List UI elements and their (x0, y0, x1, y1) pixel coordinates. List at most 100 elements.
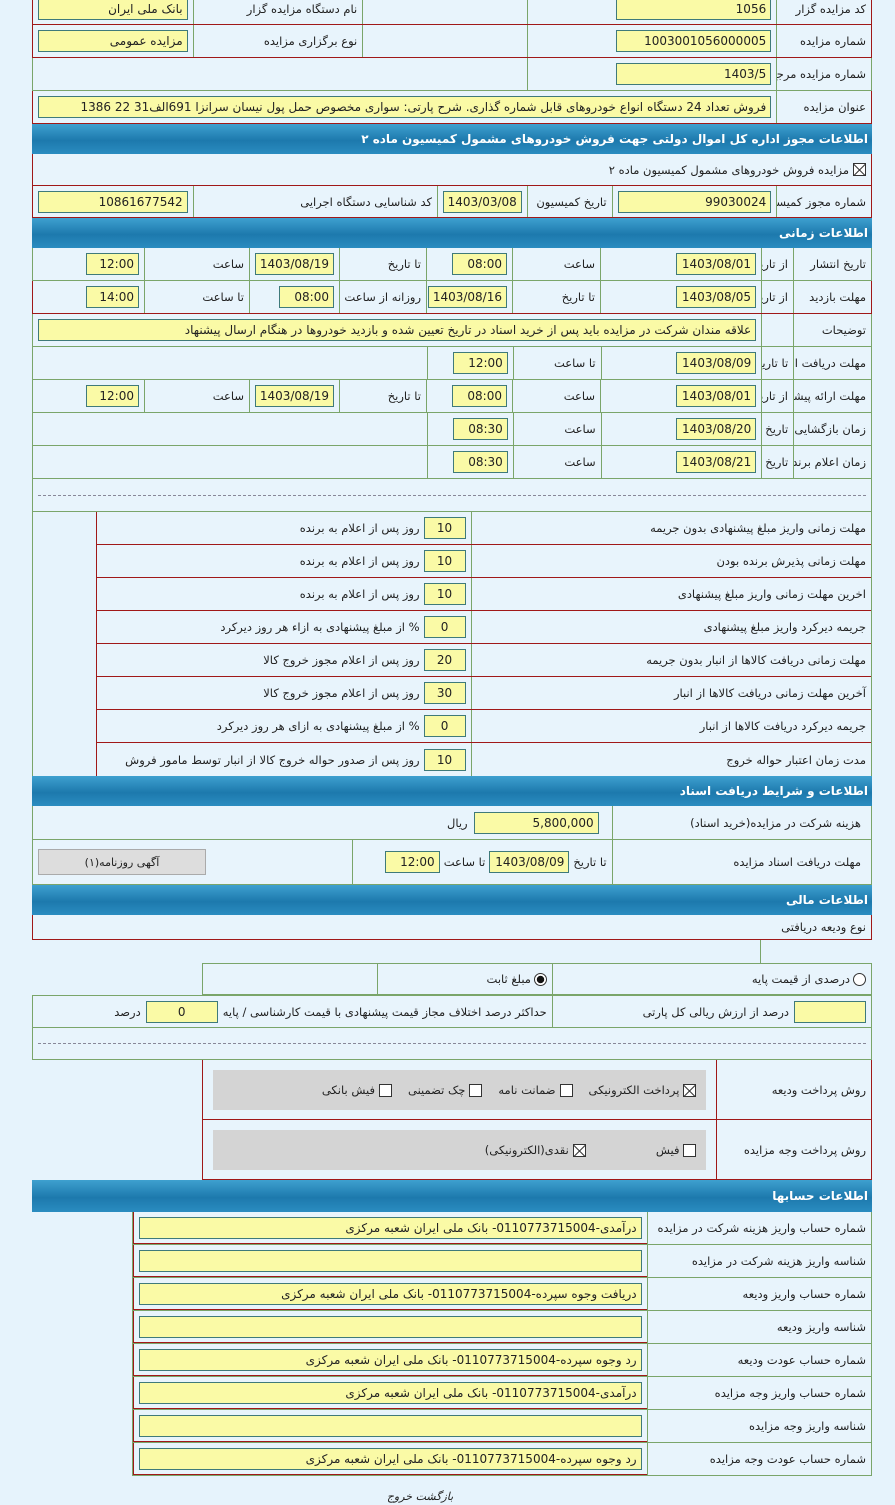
label: ساعت (512, 413, 601, 445)
visit-to-date[interactable]: 1403/08/16 (427, 286, 507, 308)
agency-id-field[interactable]: 10861677542 (38, 190, 188, 213)
reference-number-field[interactable]: 1403/5 (616, 63, 772, 85)
checkbox[interactable] (378, 1083, 392, 1097)
term-value-field[interactable]: 10 (423, 550, 466, 572)
visit-daily-from[interactable]: 08:00 (279, 286, 334, 308)
publish-from-time[interactable]: 08:00 (452, 253, 507, 275)
docs-deadline-time[interactable]: 12:00 (384, 851, 440, 873)
checkbox[interactable] (683, 1143, 697, 1157)
time-section: اطلاعات زمانی تاریخ انتشار از تاریخ 1403… (32, 218, 872, 512)
account-field[interactable]: دریافت وجوه سپرده-0110773715004- بانک مل… (139, 1282, 642, 1305)
notes-field[interactable]: علاقه مندان شرکت در مزایده باید پس از خر… (38, 319, 757, 341)
label: مهلت زمانی پذیرش برنده بودن (470, 545, 871, 577)
term-unit: روز پس از اعلام به برنده (299, 554, 420, 568)
label: مهلت زمانی دریافت کالاها از انبار بدون ج… (470, 644, 871, 676)
option-label: پرداخت الکترونیکی (588, 1082, 680, 1097)
commission-date-field[interactable]: 1403/03/08 (442, 190, 522, 213)
term-value-field[interactable]: 10 (423, 517, 466, 539)
opening-date[interactable]: 1403/08/20 (676, 418, 757, 440)
account-field[interactable]: درآمدی-0110773715004- بانک ملی ایران شعب… (139, 1216, 642, 1239)
term-unit: روز پس از اعلام به برنده (299, 587, 420, 601)
account-row: شماره حساب واریز ودیعه دریافت وجوه سپرده-… (132, 1278, 872, 1311)
label: تا تاریخ (761, 347, 793, 379)
fee-field[interactable]: 5,800,000 (473, 811, 599, 834)
offer-to-date[interactable]: 1403/08/19 (254, 385, 334, 407)
account-field[interactable]: درآمدی-0110773715004- بانک ملی ایران شعب… (139, 1381, 642, 1404)
publish-to-date[interactable]: 1403/08/19 (254, 253, 334, 275)
docs-to-date[interactable]: 1403/08/09 (676, 352, 757, 374)
organizer-name-field[interactable]: بانک ملی ایران (38, 0, 188, 20)
account-field[interactable]: رد وجوه سپرده-0110773715004- بانک ملی ای… (139, 1447, 642, 1470)
publish-to-time[interactable]: 12:00 (86, 253, 139, 275)
payment-method-option[interactable]: فیش بانکی (322, 1083, 392, 1097)
account-field[interactable] (139, 1315, 642, 1338)
section-header: اطلاعات زمانی (32, 218, 872, 248)
visit-from-date[interactable]: 1403/08/05 (676, 286, 756, 308)
term-value-field[interactable]: 10 (423, 748, 466, 771)
payment-method-option[interactable]: پرداخت الکترونیکی (589, 1083, 697, 1097)
percent-field[interactable] (794, 1000, 866, 1023)
label: از تاریخ (761, 380, 793, 412)
docs-deadline-date[interactable]: 1403/08/09 (489, 851, 570, 873)
payment-method-option[interactable]: فیش (656, 1143, 697, 1157)
label: شماره حساب عودت وجه مزایده (646, 1443, 871, 1475)
payment-method-option[interactable]: چک تضمینی (408, 1083, 483, 1097)
label: ساعت (144, 380, 249, 412)
visit-daily-to[interactable]: 14:00 (86, 286, 139, 308)
checkbox[interactable] (469, 1083, 483, 1097)
term-value-field[interactable]: 0 (423, 715, 466, 737)
winner-date[interactable]: 1403/08/21 (676, 451, 757, 473)
radio-label: درصدی از قیمت پایه (751, 972, 850, 986)
label: تاریخ (761, 413, 793, 445)
permit-number-field[interactable]: 99030024 (617, 190, 772, 213)
checkbox[interactable] (853, 163, 866, 176)
label: شماره مزایده (776, 25, 871, 57)
term-value-field[interactable]: 20 (423, 649, 466, 671)
offer-to-time[interactable]: 12:00 (86, 385, 139, 407)
label: حداکثر درصد اختلاف مجاز قیمت پیشنهادی با… (222, 1004, 547, 1019)
docs-to-time[interactable]: 12:00 (452, 352, 508, 374)
back-link[interactable]: بازگشت (415, 1490, 454, 1503)
checkbox[interactable] (559, 1083, 573, 1097)
label: زمان بازگشایی (793, 413, 871, 445)
term-unit: % از مبلغ پیشنهادی به ازاء هر روز دیرکرد (220, 620, 420, 634)
term-value-field[interactable]: 0 (423, 616, 466, 638)
label: تا تاریخ (573, 855, 607, 869)
label: تاریخ انتشار (793, 248, 871, 280)
term-value-field[interactable]: 30 (423, 682, 466, 704)
account-field[interactable] (139, 1249, 642, 1272)
label: روش پرداخت ودیعه (716, 1060, 871, 1119)
account-row: شناسه واریز ودیعه (132, 1311, 872, 1344)
percent-radio[interactable] (853, 972, 866, 986)
publish-from-date[interactable]: 1403/08/01 (676, 253, 756, 275)
offer-from-time[interactable]: 08:00 (452, 385, 507, 407)
label: تا ساعت (144, 281, 249, 313)
checkbox[interactable] (683, 1083, 697, 1097)
newspaper-ad-button[interactable]: آگهی روزنامه(۱) (38, 849, 206, 875)
accounts-section: اطلاعات حسابها شماره حساب واریز هزینه شر… (32, 1180, 872, 1476)
fixed-amount-radio[interactable] (533, 972, 547, 986)
section-header: اطلاعات مالی (32, 885, 872, 915)
label: روش پرداخت وجه مزایده (716, 1120, 871, 1179)
auction-info: کد مزایده گزار 1056 نام دستگاه مزایده گز… (32, 0, 872, 124)
account-field[interactable] (139, 1414, 642, 1437)
winner-time[interactable]: 08:30 (452, 451, 508, 473)
organizer-code-field[interactable]: 1056 (616, 0, 772, 20)
opening-time[interactable]: 08:30 (452, 418, 508, 440)
auction-title-field[interactable]: فروش تعداد 24 دستگاه انواع خودروهای قابل… (38, 96, 772, 118)
payment-method-option[interactable]: ضمانت نامه (498, 1083, 573, 1097)
term-row: مهلت زمانی واریز مبلغ پیشنهادی بدون جریم… (97, 512, 871, 545)
checkbox[interactable] (572, 1143, 586, 1157)
account-field[interactable]: رد وجوه سپرده-0110773715004- بانک ملی ای… (139, 1348, 642, 1371)
auction-type-field[interactable]: مزایده عمومی (38, 30, 188, 52)
label: مهلت دریافت اسناد مزایده (611, 840, 871, 884)
radio-label: مبلغ ثابت (486, 972, 531, 986)
max-diff-field[interactable]: 0 (145, 1000, 218, 1023)
offer-from-date[interactable]: 1403/08/01 (676, 385, 756, 407)
term-value-field[interactable]: 10 (423, 583, 466, 605)
auction-number-field[interactable]: 1003001056000005 (616, 30, 772, 52)
exit-link[interactable]: خروج (386, 1490, 413, 1503)
payment-method-option[interactable]: نقدی(الکترونیکی) (485, 1143, 586, 1157)
account-row: شماره حساب واریز هزینه شرکت در مزایده درآ… (132, 1212, 872, 1245)
label: شناسه واریز ودیعه (646, 1311, 871, 1343)
